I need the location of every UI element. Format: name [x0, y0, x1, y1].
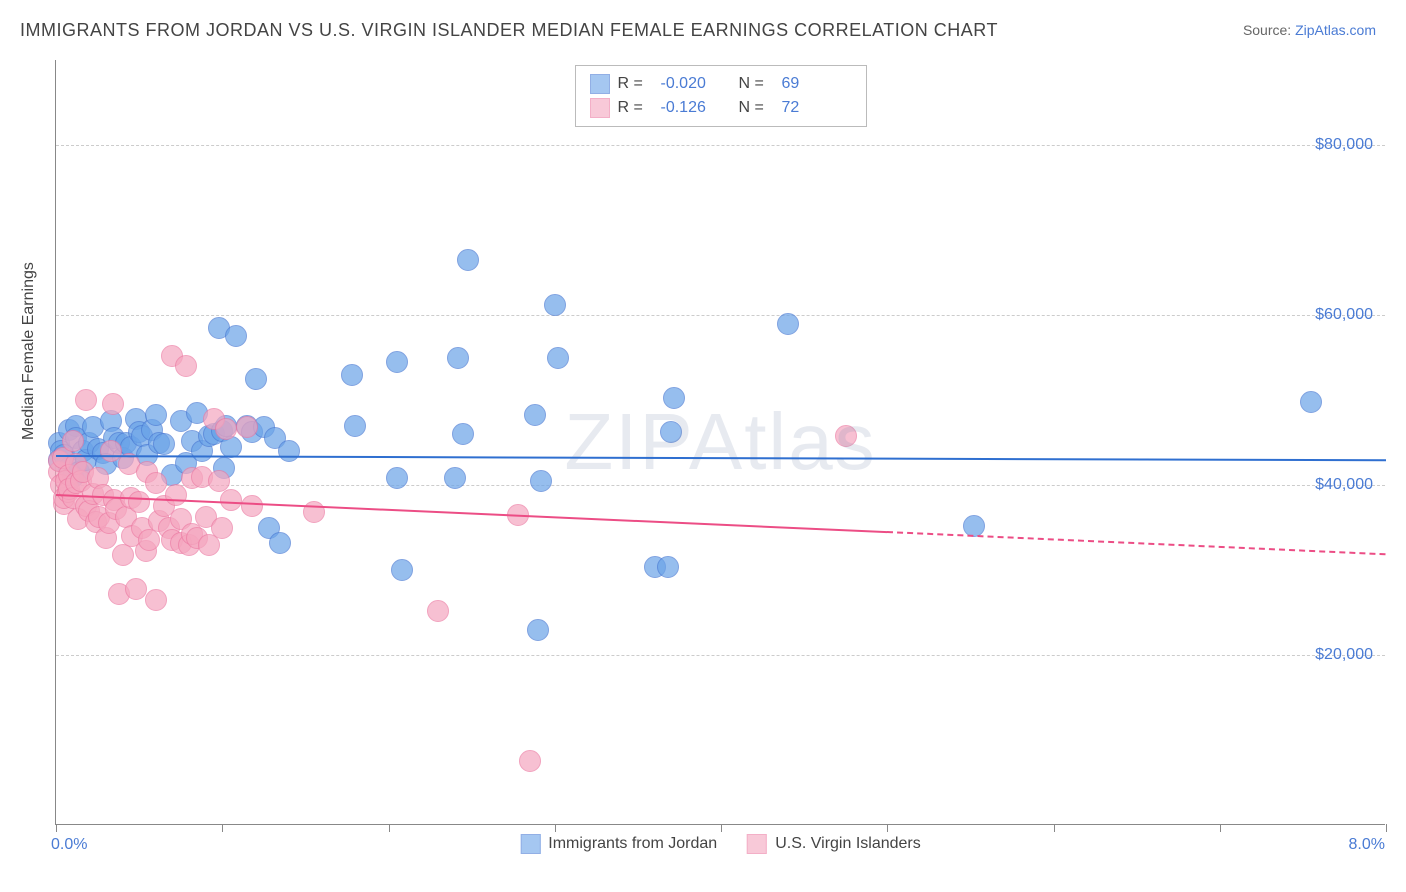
plot-area: ZIPAtlas R =-0.020N =69R =-0.126N =72 Im…: [55, 60, 1385, 825]
legend-n-value: 69: [782, 75, 852, 93]
ytick-label: $20,000: [1315, 646, 1373, 664]
data-point-usvi: [175, 355, 197, 377]
series-label: U.S. Virgin Islanders: [775, 835, 921, 853]
xtick: [1054, 824, 1055, 832]
data-point-usvi: [236, 416, 258, 438]
legend-n-label: N =: [739, 99, 774, 117]
data-point-jordan: [452, 423, 474, 445]
data-point-usvi: [138, 529, 160, 551]
source-link[interactable]: ZipAtlas.com: [1295, 22, 1376, 38]
data-point-usvi: [125, 578, 147, 600]
data-point-jordan: [145, 404, 167, 426]
data-point-jordan: [269, 532, 291, 554]
legend-r-label: R =: [618, 99, 653, 117]
data-point-jordan: [344, 415, 366, 437]
legend-n-label: N =: [739, 75, 774, 93]
xtick: [721, 824, 722, 832]
data-point-jordan: [777, 313, 799, 335]
data-point-usvi: [145, 589, 167, 611]
legend-row-usvi: R = -0.126 N = 72: [590, 96, 852, 120]
data-point-usvi: [102, 393, 124, 415]
legend-swatch: [590, 98, 610, 118]
legend-n-value: 72: [782, 99, 852, 117]
xtick: [56, 824, 57, 832]
data-point-usvi: [835, 425, 857, 447]
data-point-usvi: [215, 418, 237, 440]
data-point-usvi: [112, 544, 134, 566]
data-point-jordan: [457, 249, 479, 271]
legend-swatch: [590, 74, 610, 94]
data-point-jordan: [386, 351, 408, 373]
data-point-jordan: [663, 387, 685, 409]
trendline-usvi: [887, 531, 1386, 555]
xtick: [1386, 824, 1387, 832]
xtick: [1220, 824, 1221, 832]
source-attribution: Source: ZipAtlas.com: [1243, 22, 1376, 38]
data-point-jordan: [386, 467, 408, 489]
ytick-label: $40,000: [1315, 476, 1373, 494]
data-point-jordan: [225, 325, 247, 347]
data-point-usvi: [75, 389, 97, 411]
data-point-jordan: [341, 364, 363, 386]
xtick: [555, 824, 556, 832]
data-point-usvi: [62, 430, 84, 452]
gridline: [56, 485, 1385, 486]
correlation-legend: R = -0.020 N = 69 R = -0.126 N = 72: [575, 65, 867, 127]
data-point-jordan: [527, 619, 549, 641]
data-point-jordan: [544, 294, 566, 316]
data-point-jordan: [153, 433, 175, 455]
data-point-usvi: [519, 750, 541, 772]
data-point-jordan: [660, 421, 682, 443]
series-label: Immigrants from Jordan: [548, 835, 717, 853]
gridline: [56, 145, 1385, 146]
xtick: [887, 824, 888, 832]
data-point-usvi: [427, 600, 449, 622]
gridline: [56, 655, 1385, 656]
data-point-jordan: [657, 556, 679, 578]
watermark: ZIPAtlas: [564, 396, 876, 488]
data-point-jordan: [547, 347, 569, 369]
series-legend-item-jordan: Immigrants from Jordan: [520, 834, 717, 854]
yaxis-title: Median Female Earnings: [20, 262, 38, 440]
data-point-usvi: [208, 470, 230, 492]
gridline: [56, 315, 1385, 316]
legend-r-value: -0.126: [661, 99, 731, 117]
legend-swatch: [520, 834, 540, 854]
legend-r-label: R =: [618, 75, 653, 93]
data-point-jordan: [391, 559, 413, 581]
xaxis-min-label: 0.0%: [51, 836, 87, 854]
series-legend-item-usvi: U.S. Virgin Islanders: [747, 834, 921, 854]
legend-swatch: [747, 834, 767, 854]
series-legend: Immigrants from Jordan U.S. Virgin Island…: [520, 834, 920, 854]
data-point-usvi: [128, 491, 150, 513]
xtick: [389, 824, 390, 832]
data-point-jordan: [245, 368, 267, 390]
source-prefix: Source:: [1243, 22, 1295, 38]
data-point-jordan: [447, 347, 469, 369]
data-point-usvi: [165, 484, 187, 506]
data-point-jordan: [444, 467, 466, 489]
legend-r-value: -0.020: [661, 75, 731, 93]
data-point-usvi: [211, 517, 233, 539]
xaxis-max-label: 8.0%: [1349, 836, 1385, 854]
trendline-jordan: [56, 455, 1386, 461]
legend-row-jordan: R = -0.020 N = 69: [590, 72, 852, 96]
data-point-usvi: [220, 489, 242, 511]
ytick-label: $80,000: [1315, 136, 1373, 154]
data-point-jordan: [278, 440, 300, 462]
data-point-jordan: [1300, 391, 1322, 413]
data-point-usvi: [145, 472, 167, 494]
chart-title: IMMIGRANTS FROM JORDAN VS U.S. VIRGIN IS…: [20, 20, 998, 41]
data-point-jordan: [963, 515, 985, 537]
data-point-jordan: [530, 470, 552, 492]
data-point-usvi: [241, 495, 263, 517]
xtick: [222, 824, 223, 832]
ytick-label: $60,000: [1315, 306, 1373, 324]
data-point-jordan: [524, 404, 546, 426]
